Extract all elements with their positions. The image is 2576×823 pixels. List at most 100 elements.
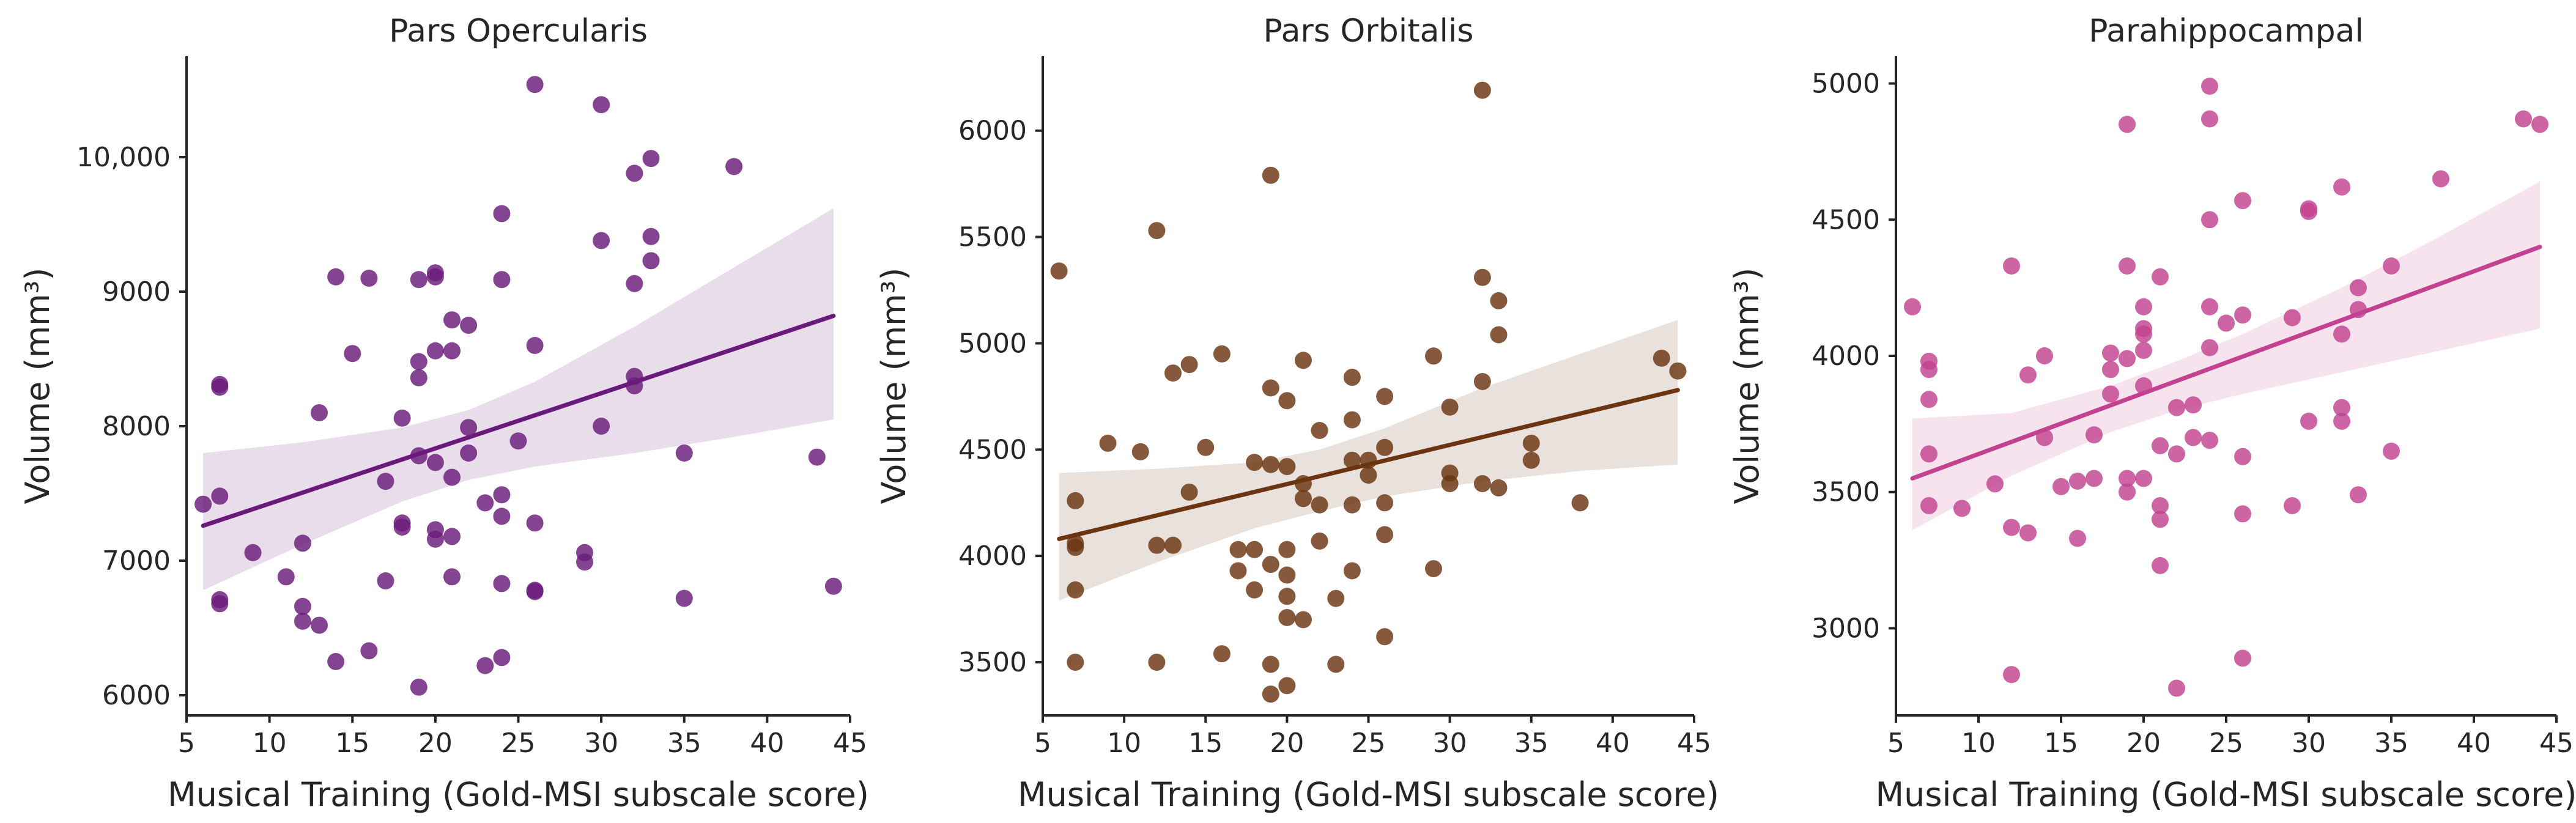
data-point [2086, 470, 2103, 487]
data-point [410, 353, 427, 371]
data-point [1246, 541, 1264, 558]
data-point [2201, 211, 2218, 229]
data-point [2185, 396, 2202, 414]
data-point [1148, 536, 1166, 554]
data-point [460, 445, 478, 462]
chart-title: Parahippocampal [2089, 13, 2364, 50]
x-tick-label: 5 [178, 728, 195, 759]
data-point [1669, 362, 1687, 380]
y-tick-label: 8000 [102, 411, 171, 442]
data-point [460, 419, 478, 437]
data-point [642, 252, 660, 270]
data-point [294, 613, 311, 630]
data-point [1343, 411, 1361, 429]
data-point [1986, 475, 2004, 493]
data-point [1229, 541, 1247, 558]
confidence-band [1912, 181, 2540, 531]
data-point [2102, 385, 2119, 403]
data-point [2333, 412, 2350, 430]
x-tick-label: 20 [2126, 728, 2161, 759]
data-point [1067, 654, 1084, 671]
y-tick-label: 4500 [958, 434, 1027, 465]
data-point [377, 473, 394, 490]
data-point [1343, 369, 1361, 386]
x-tick-label: 45 [2539, 728, 2574, 759]
data-point [2333, 178, 2350, 196]
data-point [1571, 494, 1589, 512]
data-point [2135, 342, 2152, 360]
panel-parahippocampal: 5 10 15 20 25 30 35 40 45 3000 3500 4000 4500 5000 Par… [1728, 13, 2576, 814]
data-point [1262, 685, 1279, 703]
data-point [593, 96, 610, 114]
data-point [493, 271, 511, 289]
data-point [294, 597, 311, 615]
data-point [626, 164, 643, 182]
data-point [2300, 202, 2317, 220]
data-point [1262, 655, 1279, 673]
x-axis-label: Musical Training (Gold-MSI subscale scor… [168, 775, 869, 814]
x-tick-label: 35 [667, 728, 701, 759]
x-tick-label: 5 [1887, 728, 1904, 759]
data-point [1920, 497, 1938, 514]
data-point [2234, 649, 2251, 667]
data-point [1295, 352, 1312, 369]
data-point [1953, 500, 1971, 517]
data-point [1522, 434, 1540, 452]
data-point [1490, 326, 1508, 344]
regression-line [1057, 388, 1680, 541]
data-point [426, 268, 444, 286]
data-point [311, 404, 328, 421]
data-point [1278, 609, 1296, 626]
data-point [476, 657, 494, 674]
data-point [476, 494, 494, 512]
data-point [2234, 192, 2251, 210]
data-point [1229, 562, 1247, 580]
data-point [2284, 497, 2301, 514]
data-point [2003, 666, 2020, 684]
data-point [1246, 581, 1264, 599]
data-point [211, 378, 229, 396]
data-point [2432, 170, 2449, 188]
data-point [1473, 268, 1491, 286]
data-point [493, 649, 511, 666]
data-point [2350, 279, 2367, 297]
data-point [460, 317, 478, 334]
data-point [1441, 475, 1459, 492]
y-tick-label: 4500 [1812, 204, 1880, 235]
data-point [2119, 116, 2136, 133]
data-point [2333, 325, 2350, 343]
data-point [2003, 257, 2020, 275]
x-tick-label: 25 [2209, 728, 2243, 759]
data-point [2185, 429, 2202, 446]
data-point [2168, 445, 2185, 463]
data-point [1473, 475, 1491, 492]
data-point [1522, 451, 1540, 469]
data-point [1311, 422, 1328, 439]
data-point [443, 568, 461, 586]
data-point [1343, 562, 1361, 580]
data-point [1376, 388, 1394, 405]
data-point [1262, 556, 1279, 574]
x-tick-label: 40 [750, 728, 784, 759]
x-tick-label: 40 [1596, 728, 1630, 759]
data-point [244, 544, 262, 561]
data-point [1099, 434, 1117, 452]
data-point [360, 270, 378, 287]
data-point [642, 150, 660, 168]
x-tick-label: 45 [1677, 728, 1711, 759]
data-point [1327, 655, 1345, 673]
data-point [2135, 325, 2152, 343]
data-point [311, 616, 328, 634]
data-point [344, 345, 361, 363]
x-tick-label: 15 [335, 728, 369, 759]
data-point [2119, 470, 2136, 487]
data-point [2168, 399, 2185, 416]
data-point [1376, 526, 1394, 544]
data-point [443, 468, 461, 486]
data-point [1278, 588, 1296, 605]
data-point [2069, 530, 2086, 547]
chart-title: Pars Orbitalis [1264, 13, 1474, 50]
data-point [377, 572, 394, 589]
data-point [2152, 497, 2169, 514]
data-point [1262, 456, 1279, 473]
